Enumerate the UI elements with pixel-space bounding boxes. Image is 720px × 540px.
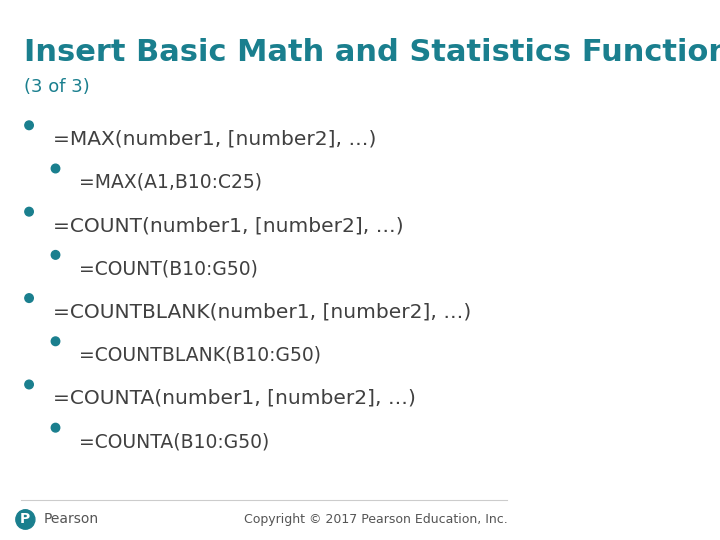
- Text: (3 of 3): (3 of 3): [24, 78, 89, 96]
- Text: =COUNT(number1, [number2], …): =COUNT(number1, [number2], …): [53, 216, 403, 235]
- Circle shape: [16, 510, 35, 529]
- Text: =COUNTA(number1, [number2], …): =COUNTA(number1, [number2], …): [53, 389, 415, 408]
- Circle shape: [51, 251, 60, 259]
- Text: =MAX(number1, [number2], …): =MAX(number1, [number2], …): [53, 130, 377, 148]
- Circle shape: [51, 164, 60, 173]
- Circle shape: [51, 337, 60, 346]
- Text: =COUNTBLANK(number1, [number2], …): =COUNTBLANK(number1, [number2], …): [53, 302, 471, 321]
- Circle shape: [25, 207, 33, 216]
- Circle shape: [25, 121, 33, 130]
- Text: =COUNTBLANK(B10:G50): =COUNTBLANK(B10:G50): [79, 346, 321, 365]
- Text: =COUNTA(B10:G50): =COUNTA(B10:G50): [79, 432, 269, 451]
- Text: Insert Basic Math and Statistics Functions: Insert Basic Math and Statistics Functio…: [24, 38, 720, 67]
- Circle shape: [25, 294, 33, 302]
- Circle shape: [51, 423, 60, 432]
- Text: =COUNT(B10:G50): =COUNT(B10:G50): [79, 259, 258, 278]
- Text: =MAX(A1,B10:C25): =MAX(A1,B10:C25): [79, 173, 262, 192]
- Circle shape: [25, 380, 33, 389]
- Text: P: P: [20, 512, 30, 526]
- Text: Copyright © 2017 Pearson Education, Inc.: Copyright © 2017 Pearson Education, Inc.: [244, 513, 508, 526]
- Text: Pearson: Pearson: [43, 512, 99, 526]
